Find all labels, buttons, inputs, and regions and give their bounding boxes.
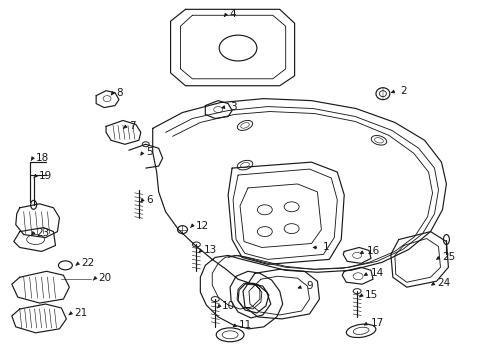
Text: 20: 20 (98, 273, 111, 283)
Text: 11: 11 (239, 320, 252, 330)
Text: 3: 3 (230, 102, 236, 112)
Text: 18: 18 (36, 153, 49, 163)
Text: 16: 16 (366, 247, 380, 256)
Text: 22: 22 (81, 258, 94, 268)
Text: 21: 21 (74, 308, 87, 318)
Text: 25: 25 (442, 252, 455, 262)
Text: 7: 7 (129, 121, 135, 131)
Text: 9: 9 (306, 281, 312, 291)
Text: 13: 13 (204, 246, 217, 256)
Text: 6: 6 (145, 195, 152, 205)
Text: 14: 14 (370, 268, 384, 278)
Text: 10: 10 (222, 301, 235, 311)
Text: 17: 17 (370, 318, 384, 328)
Text: 24: 24 (437, 278, 450, 288)
Text: 12: 12 (195, 221, 208, 231)
Text: 5: 5 (145, 147, 152, 157)
Text: 2: 2 (399, 86, 406, 96)
Text: 19: 19 (39, 171, 52, 181)
Text: 1: 1 (322, 243, 328, 252)
Text: 15: 15 (365, 290, 378, 300)
Text: 8: 8 (116, 88, 122, 98)
Text: 23: 23 (37, 228, 50, 238)
Text: 4: 4 (229, 9, 235, 19)
